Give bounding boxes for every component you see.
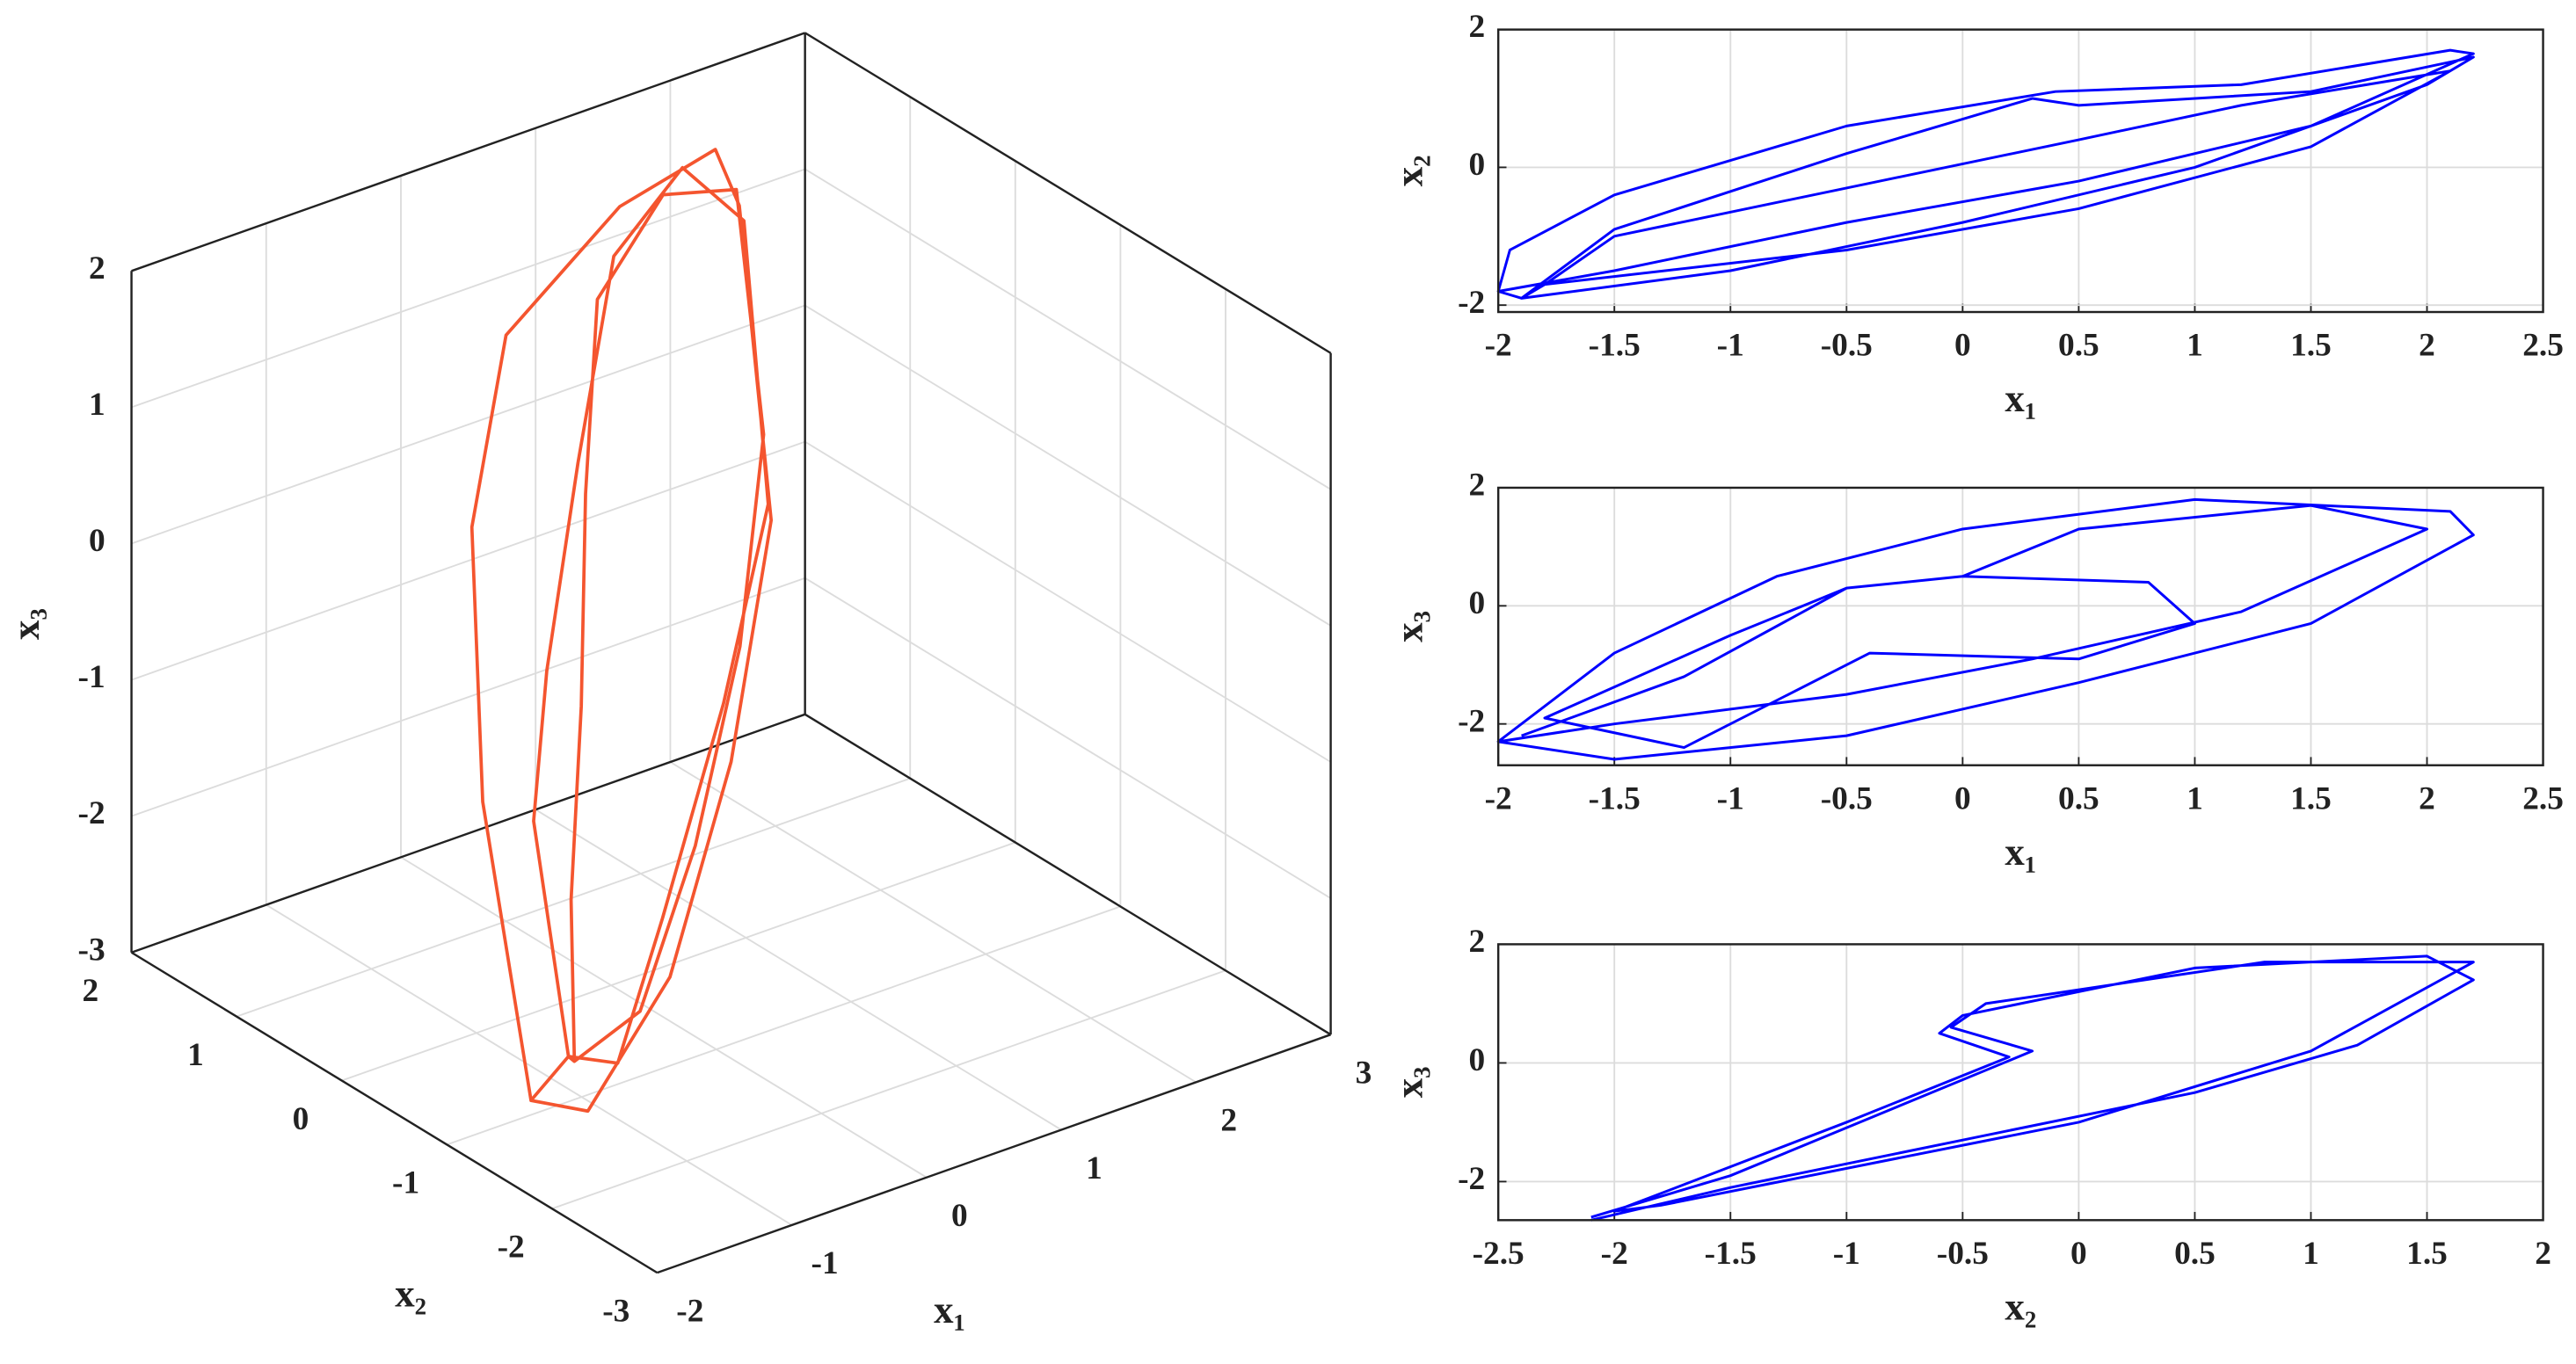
x-tick-label: -1 [1833,1236,1860,1272]
x-tick-label: -1 [1717,780,1744,816]
y-tick-label: 2 [1469,9,1486,45]
grid-line [341,841,1016,1082]
y-tick-label: -2 [1458,285,1485,321]
x-tick-label: -0.5 [1937,1236,1989,1272]
x-tick-label: 2 [1220,1103,1237,1139]
x-tick-label: 0.5 [2174,1236,2216,1272]
x-tick-label: -2 [676,1293,703,1329]
x-tick-label: 1 [2187,328,2203,364]
x-tick-label: -1.5 [1705,1236,1757,1272]
y-tick-label: 0 [1469,1042,1486,1078]
trajectory [1590,954,2475,1222]
grid-line [669,761,1197,1084]
z-tick-label: -2 [78,795,106,831]
grid-line [804,440,1332,763]
x-tick-label: 0.5 [2058,328,2099,364]
axis-line [804,32,1332,354]
grid-line [551,969,1226,1210]
z-tick-label: -1 [78,659,106,695]
x-tick-label: 1 [2303,1236,2319,1272]
x-tick-label: 2.5 [2522,780,2564,816]
x-tick-label: -2.5 [1473,1236,1524,1272]
grid-line [131,440,805,681]
trajectory [1496,497,2475,761]
z-tick-label: 2 [89,250,106,287]
y-tick-label: -2 [498,1230,525,1266]
y-tick-label: -2 [1458,1161,1485,1197]
x-tick-label: 0 [2070,1236,2087,1272]
grid-line [266,903,793,1226]
z-tick-label: 0 [89,523,106,559]
grid-line [804,168,1332,490]
x-tick-label: 2.5 [2522,328,2564,364]
axis-line [804,713,1332,1036]
plot-frame [1496,486,2544,766]
x-axis-label: x₁ [934,1288,965,1331]
x-tick-label: 1.5 [2290,780,2332,816]
y-axis-label: x₂ [395,1271,426,1315]
x-tick-label: -0.5 [1821,328,1873,364]
y-tick-label: -3 [602,1293,629,1329]
x-tick-label: 1 [2187,780,2203,816]
x-tick-label: 2 [2419,328,2435,364]
x-tick-label: 0 [1954,328,1971,364]
y-axis-label: x₂ [1386,155,1430,186]
axis-line [131,32,806,272]
z-axis-label: x₃ [4,608,47,640]
grid-line [131,577,805,817]
x-tick-label: 3 [1356,1055,1372,1091]
y-axis-label: x₃ [1386,611,1430,642]
x-tick-label: 0 [951,1198,968,1234]
x-tick-label: -2 [1601,1236,1628,1272]
x-tick-label: 2 [2419,780,2435,816]
y-axis-label: x₃ [1386,1066,1430,1098]
x-tick-label: 2 [2535,1236,2551,1272]
grid-line [804,577,1332,899]
x-tick-label: 1.5 [2290,328,2332,364]
axis-line [130,951,659,1274]
grid-line [535,809,1062,1131]
x-tick-label: -1 [1717,328,1744,364]
x-tick-label: -2 [1485,780,1512,816]
trajectory [469,148,774,1114]
x-tick-label: -2 [1485,328,1512,364]
x-axis-label: x₁ [2005,830,2036,874]
y-tick-label: 0 [1469,147,1486,183]
x-tick-label: 1 [1086,1150,1102,1186]
x-tick-label: -0.5 [1821,780,1873,816]
x-axis-label: x₂ [2005,1284,2036,1328]
x-tick-label: -1.5 [1589,328,1641,364]
x-axis-label: x₁ [2005,376,2036,420]
z-tick-label: 1 [89,387,106,423]
x-tick-label: 0.5 [2058,780,2099,816]
plot-frame [1496,943,2544,1222]
grid-line [236,777,911,1018]
grid-line [400,856,928,1179]
axis-line [131,713,806,954]
y-tick-label: 0 [293,1101,309,1137]
x-tick-label: -1 [811,1245,839,1281]
y-tick-label: -1 [392,1165,419,1201]
z-tick-label: -3 [78,932,106,968]
y-tick-label: 2 [82,973,98,1009]
axis-line [657,1034,1331,1274]
grid-line [131,304,805,545]
y-tick-label: -2 [1458,703,1485,739]
y-tick-label: 0 [1469,585,1486,621]
x-tick-label: 1.5 [2406,1236,2448,1272]
grid-line [447,905,1121,1146]
x-tick-label: 0 [1954,780,1971,816]
grid-line [804,304,1332,627]
y-tick-label: 2 [1469,924,1486,960]
y-tick-label: 2 [1469,468,1486,504]
trajectory [1496,48,2475,300]
plot-frame [1496,28,2544,314]
grid-line [131,168,805,409]
y-tick-label: 1 [187,1037,204,1073]
x-tick-label: -1.5 [1589,780,1641,816]
